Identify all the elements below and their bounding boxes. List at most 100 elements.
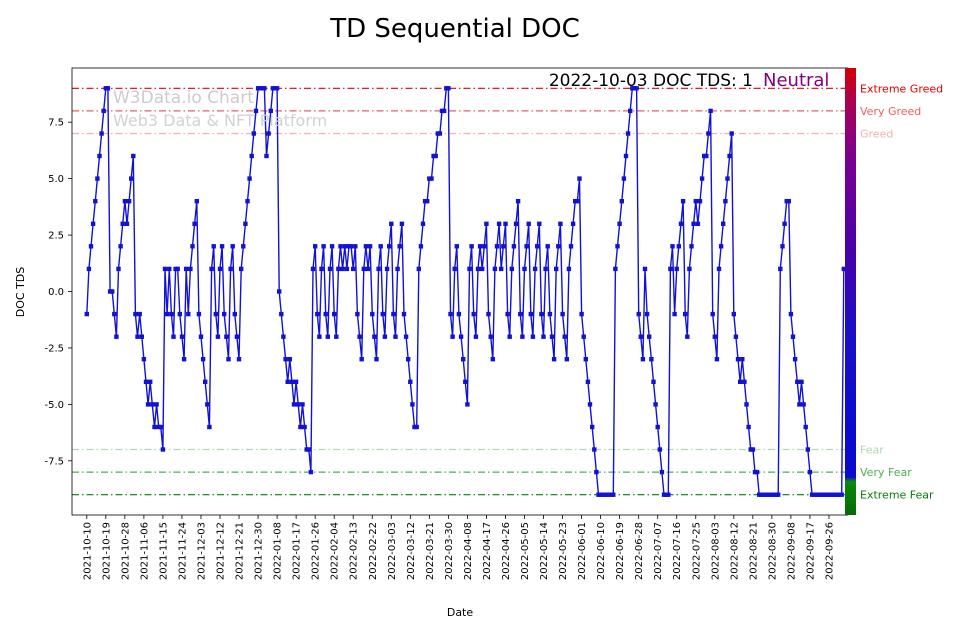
data-point-marker — [454, 244, 459, 249]
data-point-marker — [522, 266, 527, 272]
data-point-marker — [393, 334, 398, 339]
data-point-marker — [520, 334, 525, 339]
data-point-marker — [141, 357, 147, 362]
data-point-marker — [473, 334, 479, 339]
data-point-marker — [448, 311, 453, 317]
data-point-marker — [725, 176, 730, 181]
data-point-marker — [351, 266, 356, 272]
data-point-marker — [289, 379, 295, 384]
data-point-marker — [120, 221, 125, 226]
data-point-marker — [209, 266, 214, 272]
data-point-marker — [657, 447, 662, 452]
data-point-marker — [99, 131, 104, 136]
chart-title: TD Sequential DOC — [329, 14, 580, 44]
x-tick-label: 2021-10-28 — [120, 522, 131, 580]
data-point-marker — [587, 402, 593, 407]
data-point-marker — [188, 266, 193, 272]
watermark-line1: W3Data.io Chart — [113, 88, 254, 108]
data-point-marker — [496, 221, 502, 226]
data-point-marker — [95, 176, 100, 181]
data-point-marker — [636, 311, 641, 317]
x-tick-label: 2022-03-21 — [425, 522, 436, 580]
data-point-marker — [395, 266, 400, 272]
data-point-marker — [327, 266, 333, 272]
data-point-marker — [524, 244, 529, 249]
data-point-marker — [575, 199, 580, 204]
data-point-marker — [135, 334, 140, 339]
data-point-marker — [198, 334, 204, 339]
data-point-marker — [556, 244, 561, 249]
data-point-marker — [357, 334, 362, 339]
data-point-marker — [625, 131, 631, 136]
data-point-marker — [532, 266, 538, 272]
data-point-marker — [623, 153, 629, 159]
data-point-marker — [281, 334, 286, 339]
data-point-marker — [321, 244, 326, 249]
data-point-marker — [480, 266, 485, 272]
data-point-marker — [287, 357, 292, 362]
data-point-marker — [740, 357, 745, 362]
data-point-marker — [560, 311, 565, 317]
data-point-marker — [615, 244, 620, 249]
data-point-marker — [788, 311, 794, 317]
data-point-marker — [266, 131, 271, 136]
data-point-marker — [143, 379, 149, 384]
data-point-marker — [564, 357, 569, 362]
data-point-marker — [674, 266, 679, 272]
data-point-marker — [723, 199, 728, 204]
data-point-marker — [420, 221, 426, 226]
data-point-marker — [253, 108, 259, 114]
data-point-marker — [133, 311, 138, 317]
data-point-marker — [224, 334, 229, 339]
data-point-marker — [118, 244, 123, 249]
x-tick-label: 2021-12-12 — [216, 522, 227, 580]
data-point-marker — [137, 311, 142, 317]
data-point-marker — [441, 108, 447, 114]
data-point-marker — [365, 266, 371, 272]
data-point-marker — [699, 176, 705, 181]
x-tick-label: 2022-01-26 — [311, 522, 322, 580]
data-point-marker — [558, 221, 563, 226]
data-point-marker — [577, 176, 582, 181]
data-point-marker — [175, 266, 180, 272]
data-point-marker — [547, 311, 553, 317]
x-tick-label: 2022-07-07 — [653, 522, 664, 580]
data-point-marker — [518, 311, 523, 317]
data-point-marker — [807, 469, 813, 475]
data-point-marker — [342, 244, 347, 249]
data-point-marker — [437, 131, 443, 136]
data-point-marker — [384, 266, 390, 272]
data-point-marker — [196, 311, 202, 317]
data-point-marker — [200, 357, 206, 362]
data-point-marker — [613, 266, 618, 272]
data-point-marker — [401, 311, 407, 317]
data-point-marker — [213, 311, 218, 317]
x-tick-label: 2022-01-08 — [273, 522, 284, 580]
data-point-marker — [167, 266, 172, 272]
data-point-marker — [336, 266, 341, 272]
x-tick-label: 2022-08-21 — [748, 522, 759, 580]
data-point-marker — [361, 266, 366, 272]
data-point-marker — [274, 86, 280, 91]
data-point-marker — [735, 357, 741, 362]
data-point-marker — [334, 334, 339, 339]
data-point-marker — [101, 108, 106, 114]
y-tick-label: -7.5 — [44, 456, 64, 467]
data-point-marker — [471, 311, 476, 317]
data-point-marker — [718, 244, 724, 249]
x-tick-label: 2022-02-04 — [330, 522, 341, 580]
data-point-marker — [277, 289, 282, 294]
data-point-marker — [429, 176, 434, 181]
data-point-marker — [670, 244, 675, 249]
data-point-marker — [579, 311, 584, 317]
data-point-marker — [721, 221, 726, 226]
y-tick-label: 2.5 — [48, 231, 64, 242]
data-point-marker — [414, 424, 419, 430]
threshold-label: Extreme Fear — [860, 489, 934, 502]
data-point-marker — [647, 334, 652, 339]
data-point-marker — [236, 357, 242, 362]
data-point-marker — [465, 402, 470, 407]
data-point-marker — [160, 447, 166, 452]
data-point-marker — [799, 379, 804, 384]
data-point-marker — [387, 244, 392, 249]
